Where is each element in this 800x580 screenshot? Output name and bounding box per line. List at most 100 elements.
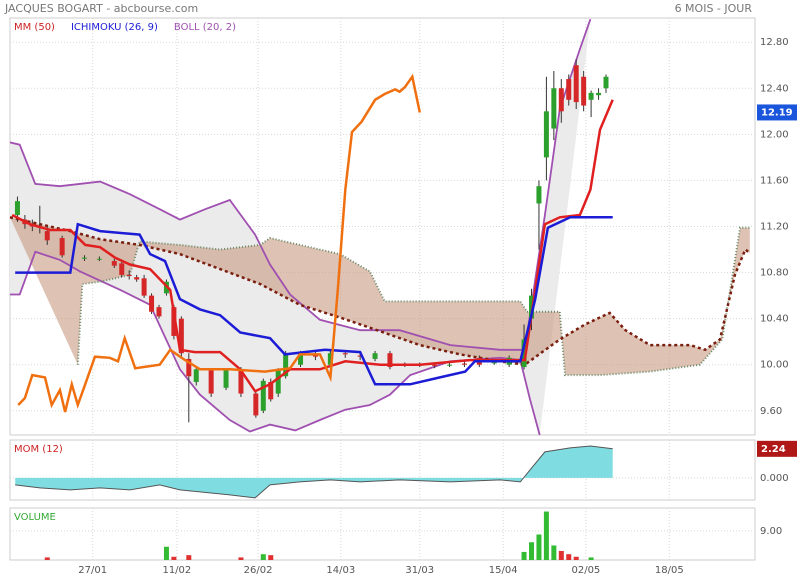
candle-body (178, 318, 184, 354)
candle-body (253, 393, 259, 416)
volume-bar (521, 551, 527, 560)
y-tick-label: 11.20 (760, 222, 789, 233)
candle-body (357, 355, 363, 357)
plot (10, 18, 751, 435)
volume-panel (9, 507, 756, 561)
candle-body (149, 295, 155, 312)
volume-bar (536, 534, 542, 560)
candle-body (268, 382, 274, 400)
panel-title: MOM (12) (14, 444, 63, 455)
candle-body (588, 92, 594, 100)
panel-title: VOLUME (14, 512, 56, 523)
y-tick-label: 10.80 (760, 268, 789, 279)
y-tick-label: 10.40 (760, 314, 789, 325)
volume-bar (268, 555, 274, 560)
y-tick-label: 11.60 (760, 175, 789, 186)
candle-body (186, 358, 192, 377)
mom-line (15, 445, 613, 499)
candle-body (82, 257, 87, 259)
volume-bar (163, 546, 169, 560)
x-tick-label: 18/05 (655, 565, 684, 576)
volume-bar (588, 557, 594, 560)
candle-body (260, 380, 266, 411)
candle-body (283, 353, 289, 377)
volume-bar (171, 556, 177, 560)
last-value-box (757, 440, 797, 457)
legend-entry: MM (50) (14, 22, 55, 33)
candle-body (111, 261, 117, 266)
volume-bar (543, 511, 549, 560)
candle-body (141, 278, 147, 296)
x-tick-label: 31/03 (405, 565, 434, 576)
volume-bar (260, 554, 266, 560)
plot (15, 445, 613, 499)
volume-bar (529, 542, 534, 560)
candle-body (193, 369, 199, 383)
indicator-line (11, 99, 614, 393)
candle-body (558, 88, 564, 112)
y-tick-label: 9.00 (760, 526, 782, 537)
y-tick-label: 10.00 (760, 360, 789, 371)
candle-body (536, 186, 542, 204)
volume-bar (44, 557, 50, 560)
volume-bar (558, 550, 564, 560)
candle-body (387, 353, 393, 368)
candle-body (521, 339, 527, 368)
candle-body (372, 353, 378, 359)
candle-body (461, 363, 467, 365)
candle-body (491, 362, 497, 364)
y-tick-label: 12.40 (760, 83, 789, 94)
x-tick-label: 11/02 (162, 565, 191, 576)
y-tick-label: 9.60 (760, 406, 782, 417)
plot (44, 511, 594, 560)
candle-body (14, 201, 20, 215)
candle-body (119, 263, 125, 275)
candle-body (208, 370, 214, 394)
indicator-line (17, 73, 422, 413)
candle-body (134, 277, 140, 280)
x-tick-label: 15/04 (489, 565, 518, 576)
candle-body (327, 353, 333, 365)
candle-body (581, 76, 587, 106)
candle-body (432, 364, 438, 366)
legend-entry: ICHIMOKU (26, 9) (71, 22, 158, 33)
candle-body (543, 111, 549, 158)
period: 6 MOIS - JOUR (675, 2, 753, 15)
candle-body (573, 65, 579, 103)
candle-body (96, 258, 102, 260)
candle-body (126, 274, 132, 277)
candle-body (596, 92, 602, 96)
volume-bar (238, 557, 244, 560)
candle-body (275, 370, 281, 394)
last-value-label: 12.19 (761, 107, 793, 118)
volume-bar (573, 556, 579, 560)
volume-bar (186, 555, 192, 560)
cloud-span-b (76, 226, 750, 377)
chart-title: JACQUES BOGART - abcbourse.com (4, 2, 198, 15)
last-value-box (757, 104, 797, 121)
candle-body (223, 370, 229, 388)
x-tick-label: 02/05 (571, 565, 600, 576)
mom-panel (9, 439, 756, 501)
x-tick-label: 27/01 (78, 565, 107, 576)
candle-body (603, 76, 609, 89)
candle-body (238, 370, 244, 394)
candle-body (312, 355, 318, 357)
x-tick-label: 14/03 (326, 565, 355, 576)
y-tick-label: 12.00 (760, 129, 789, 140)
mom-area (15, 446, 613, 498)
indicator-line (15, 216, 613, 386)
volume-bar (566, 554, 572, 560)
last-value-label: 2.24 (761, 444, 786, 455)
cloud-fill (10, 217, 750, 376)
candle-body (566, 79, 572, 100)
candle-body (44, 231, 50, 241)
candle-body (551, 88, 557, 129)
x-tick-label: 26/02 (244, 565, 273, 576)
legend-entry: BOLL (20, 2) (174, 22, 236, 33)
candle-body (59, 238, 65, 256)
candle-body (447, 364, 453, 366)
candle-body (342, 353, 348, 355)
candle-body (171, 307, 177, 336)
